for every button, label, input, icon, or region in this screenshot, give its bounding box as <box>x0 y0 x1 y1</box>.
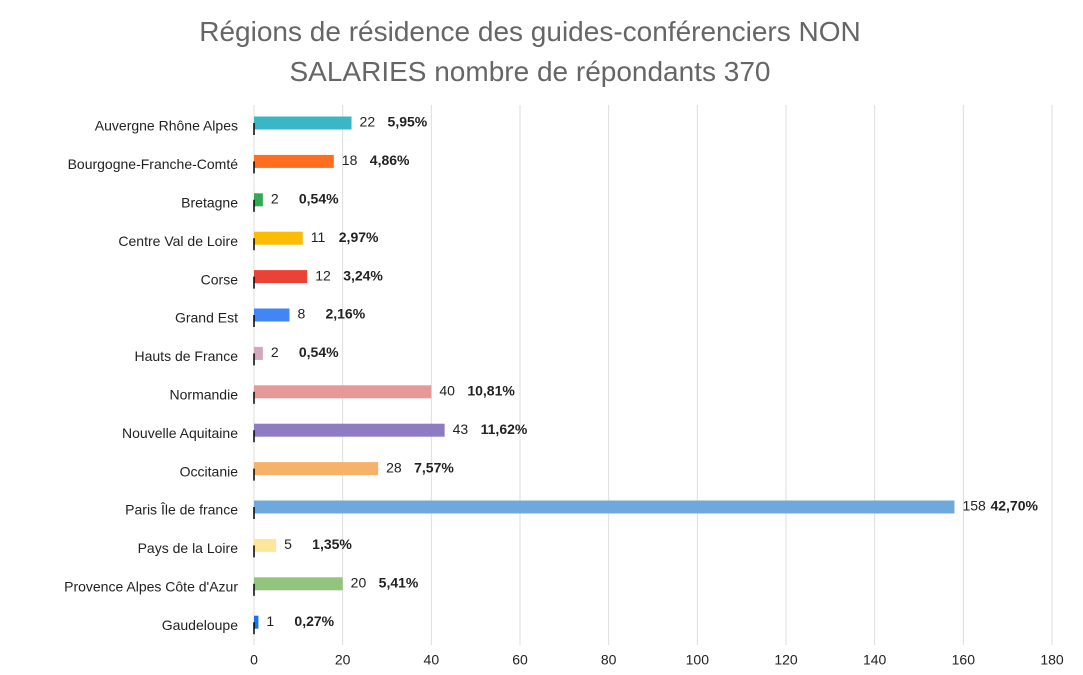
y-tick-label: Centre Val de Loire <box>118 233 238 249</box>
bar <box>254 193 263 207</box>
y-tick-label: Provence Alpes Côte d'Azur <box>64 579 238 595</box>
value-label: 1 <box>266 613 274 629</box>
y-tick-label: Hauts de France <box>135 348 239 364</box>
bar <box>254 423 445 437</box>
percent-label: 11,62% <box>481 421 528 437</box>
y-tick-label: Nouvelle Aquitaine <box>122 425 238 441</box>
value-label: 28 <box>386 459 402 475</box>
value-label: 12 <box>315 267 331 283</box>
bar <box>254 154 334 168</box>
x-tick-label: 80 <box>601 652 617 668</box>
y-tick-label: Auvergne Rhône Alpes <box>95 118 238 134</box>
percent-label: 1,35% <box>312 536 352 552</box>
bar <box>254 308 290 322</box>
value-label: 158 <box>962 498 986 514</box>
y-tick-label: Corse <box>201 271 239 287</box>
y-tick-label: Normandie <box>170 387 239 403</box>
bar <box>254 270 308 284</box>
value-label: 8 <box>297 306 305 322</box>
bar <box>254 615 259 629</box>
y-tick-label: Bretagne <box>181 195 238 211</box>
value-label: 11 <box>311 229 326 245</box>
bar <box>254 346 263 360</box>
x-tick-label: 40 <box>424 652 440 668</box>
x-tick-label: 120 <box>774 652 798 668</box>
y-tick-label: Occitanie <box>180 463 239 479</box>
percent-label: 0,27% <box>294 613 334 629</box>
x-tick-label: 20 <box>335 652 351 668</box>
percent-label: 3,24% <box>343 267 383 283</box>
bar <box>254 462 379 476</box>
percent-label: 5,95% <box>388 114 428 130</box>
percent-label: 5,41% <box>379 575 419 591</box>
value-label: 2 <box>271 191 279 207</box>
bar <box>254 500 955 514</box>
bar <box>254 538 277 552</box>
bar <box>254 231 303 245</box>
x-tick-label: 180 <box>1040 652 1064 668</box>
value-label: 40 <box>439 383 455 399</box>
value-label: 20 <box>351 575 367 591</box>
bar <box>254 577 343 591</box>
bar <box>254 116 352 130</box>
y-tick-label: Bourgogne-Franche-Comté <box>68 156 239 172</box>
chart-title: Régions de résidence des guides-conféren… <box>199 16 861 87</box>
value-label: 5 <box>284 536 292 552</box>
bar <box>254 385 432 399</box>
percent-label: 0,54% <box>299 344 339 360</box>
percent-label: 7,57% <box>414 459 454 475</box>
x-tick-label: 160 <box>952 652 976 668</box>
percent-label: 2,16% <box>325 306 365 322</box>
value-label: 18 <box>342 152 358 168</box>
y-tick-label: Paris Île de france <box>125 502 238 518</box>
y-tick-label: Pays de la Loire <box>138 540 239 556</box>
y-tick-label: Gaudeloupe <box>162 617 239 633</box>
value-label: 22 <box>360 114 376 130</box>
percent-label: 42,70% <box>990 498 1038 514</box>
percent-label: 0,54% <box>299 191 339 207</box>
y-tick-label: Grand Est <box>175 310 238 326</box>
x-tick-label: 60 <box>512 652 528 668</box>
percent-label: 4,86% <box>370 152 410 168</box>
value-label: 2 <box>271 344 279 360</box>
percent-label: 2,97% <box>339 229 379 245</box>
x-tick-label: 0 <box>250 652 258 668</box>
value-label: 43 <box>453 421 469 437</box>
percent-label: 10,81% <box>467 383 515 399</box>
x-tick-label: 140 <box>863 652 887 668</box>
x-tick-label: 100 <box>686 652 710 668</box>
